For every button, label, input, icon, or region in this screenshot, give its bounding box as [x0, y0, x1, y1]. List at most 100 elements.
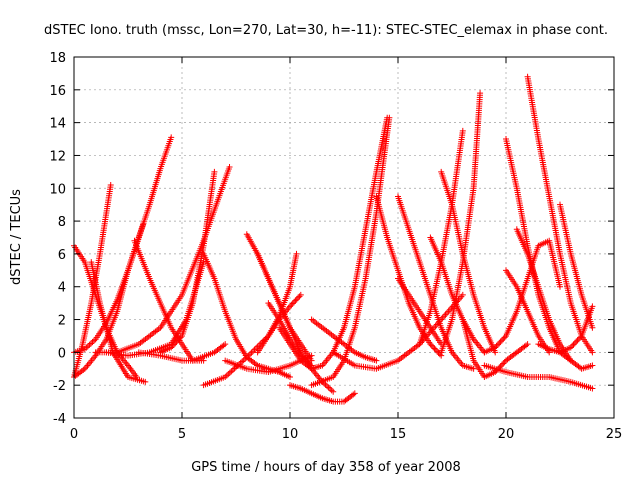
data-point: [500, 335, 507, 342]
series-32: [503, 267, 553, 356]
data-point: [174, 337, 181, 344]
series-17: [287, 382, 358, 405]
chart-title: dSTEC Iono. truth (mssc, Lon=270, Lat=30…: [44, 23, 608, 38]
series-4: [88, 259, 149, 385]
data-point: [226, 163, 233, 170]
data-point: [173, 338, 180, 345]
data-point: [225, 371, 232, 378]
y-tick-label: -2: [53, 379, 66, 394]
data-point: [430, 344, 437, 351]
data-point: [492, 344, 499, 351]
series-31: [503, 136, 574, 364]
y-tick-label: 12: [49, 149, 66, 164]
data-point: [229, 366, 236, 373]
series-29: [459, 316, 531, 380]
data-point: [242, 355, 249, 362]
y-tick-label: 18: [49, 51, 66, 66]
data-point: [459, 291, 466, 298]
data-point: [497, 338, 504, 345]
series-33: [481, 237, 563, 356]
series-22: [373, 193, 445, 359]
data-point: [432, 346, 439, 353]
data-point: [524, 341, 531, 348]
data-point: [293, 296, 300, 303]
x-tick-label: 15: [390, 427, 407, 442]
data-point: [428, 342, 435, 349]
data-point: [239, 358, 246, 365]
data-point: [327, 385, 334, 392]
data-point: [324, 383, 331, 390]
data-point: [431, 345, 438, 352]
series-14: [254, 250, 300, 356]
data-point: [84, 343, 91, 350]
series-8: [157, 168, 218, 356]
y-tick-label: 10: [49, 182, 66, 197]
data-point: [176, 335, 183, 342]
series-23: [395, 193, 477, 372]
x-tick-label: 25: [606, 427, 623, 442]
data-point: [330, 388, 337, 395]
data-point: [574, 337, 581, 344]
data-point: [500, 360, 507, 367]
data-point: [91, 337, 98, 344]
data-point: [351, 390, 358, 397]
data-point: [211, 168, 218, 175]
data-point: [86, 341, 93, 348]
series-28: [438, 90, 484, 356]
data-point: [292, 297, 299, 304]
data-point: [177, 334, 184, 341]
y-tick-label: 14: [49, 117, 66, 132]
data-point: [501, 359, 508, 366]
data-point: [296, 293, 303, 300]
data-point: [589, 324, 596, 331]
data-point: [251, 346, 258, 353]
data-point: [293, 250, 300, 257]
series-3: [71, 221, 147, 380]
data-point: [168, 344, 175, 351]
series-10: [200, 250, 293, 380]
series-9: [135, 349, 207, 364]
data-point: [170, 341, 177, 348]
data-point: [589, 349, 596, 356]
data-point: [569, 343, 576, 350]
series-19: [308, 114, 393, 389]
series-20: [308, 316, 380, 364]
data-point: [169, 343, 176, 350]
data-point: [501, 334, 508, 341]
x-tick-label: 20: [498, 427, 515, 442]
y-tick-label: 6: [58, 248, 66, 263]
series-36: [557, 201, 596, 331]
y-tick-label: 2: [58, 314, 66, 329]
data-point: [573, 338, 580, 345]
data-point: [498, 337, 505, 344]
data-point: [246, 351, 253, 358]
y-tick-label: 4: [58, 281, 66, 296]
axis-ticks: 0 5 10 15 20 25 -4 -2 0 2 4 6 8 10 12 14 16 18: [49, 51, 622, 442]
data-point: [557, 283, 563, 290]
series-5: [92, 163, 233, 356]
data-point: [589, 385, 596, 392]
data-point: [140, 221, 147, 228]
data-point: [477, 90, 484, 97]
data-point: [386, 114, 393, 121]
x-tick-label: 10: [282, 427, 299, 442]
data-point: [291, 299, 298, 306]
data-point: [295, 294, 302, 301]
data-point: [168, 134, 175, 141]
data-point: [107, 181, 114, 188]
data-point: [434, 348, 441, 355]
data-point: [589, 362, 596, 369]
data-point: [577, 334, 584, 341]
data-point: [308, 352, 315, 359]
data-point: [567, 344, 574, 351]
y-tick-label: 8: [58, 215, 66, 230]
data-point: [87, 340, 94, 347]
data-point: [172, 340, 179, 347]
data-point: [249, 348, 256, 355]
data-point: [373, 357, 380, 364]
data-point: [200, 357, 207, 364]
data-point: [493, 343, 500, 350]
data-point: [494, 341, 501, 348]
x-tick-label: 5: [178, 427, 186, 442]
